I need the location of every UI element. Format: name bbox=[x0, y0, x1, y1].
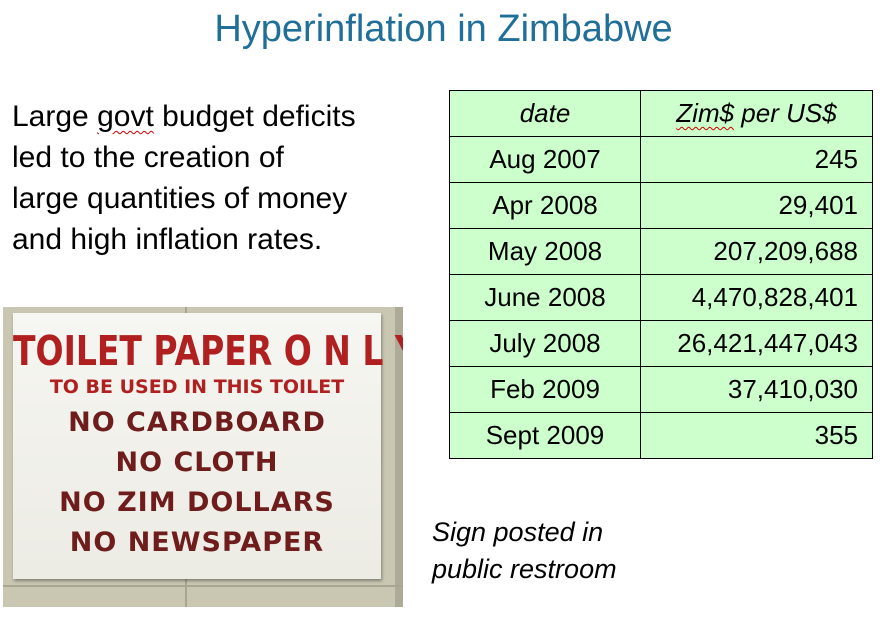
cell-rate: 4,470,828,401 bbox=[640, 274, 873, 321]
wall-tile-line bbox=[3, 585, 403, 587]
table-row: Feb 2009 37,410,030 bbox=[449, 366, 873, 413]
body-line-1-end: budget deficits bbox=[153, 100, 356, 133]
sign-paper: TOILET PAPER O N L Y TO BE USED IN THIS … bbox=[13, 313, 403, 579]
spellcheck-word-zim: Zim$ bbox=[676, 98, 735, 128]
body-text: Large govt budget deficits led to the cr… bbox=[12, 96, 412, 260]
body-line-4: and high inflation rates. bbox=[12, 223, 323, 256]
cell-date: Sept 2009 bbox=[449, 412, 641, 459]
caption-line-1: Sign posted in bbox=[432, 517, 604, 547]
sign-photo: TOILET PAPER O N L Y TO BE USED IN THIS … bbox=[3, 307, 403, 607]
cell-rate: 207,209,688 bbox=[640, 228, 873, 275]
exchange-rate-table: date Zim$ per US$ Aug 2007 245 Apr 2008 29,… bbox=[449, 90, 873, 459]
cell-date: Feb 2009 bbox=[449, 366, 641, 413]
body-line-1: Large govt budget deficits bbox=[12, 96, 412, 137]
table-header-row: date Zim$ per US$ bbox=[449, 90, 873, 137]
caption-line-2: public restroom bbox=[432, 554, 617, 584]
cell-rate: 245 bbox=[640, 136, 873, 183]
table-row: May 2008 207,209,688 bbox=[449, 228, 873, 275]
cell-date: July 2008 bbox=[449, 320, 641, 367]
sign-line-6: NO NEWSPAPER bbox=[69, 527, 325, 558]
cell-rate: 29,401 bbox=[640, 182, 873, 229]
cell-date: Aug 2007 bbox=[449, 136, 641, 183]
slide-title: Hyperinflation in Zimbabwe bbox=[214, 8, 673, 50]
header-rate-rest: per US$ bbox=[734, 98, 837, 128]
spellcheck-word-govt: govt bbox=[97, 100, 154, 133]
cell-rate: 37,410,030 bbox=[640, 366, 873, 413]
sign-line-2: TO BE USED IN THIS TOILET bbox=[49, 376, 345, 398]
sign-line-4: NO CLOTH bbox=[115, 447, 279, 478]
photo-caption: Sign posted in public restroom bbox=[432, 514, 692, 588]
header-rate: Zim$ per US$ bbox=[640, 90, 873, 137]
cell-rate: 355 bbox=[640, 412, 873, 459]
table-row: Aug 2007 245 bbox=[449, 136, 873, 183]
sign-line-5: NO ZIM DOLLARS bbox=[59, 487, 335, 518]
sign-line-1: TOILET PAPER O N L Y bbox=[13, 326, 403, 375]
table-row: Sept 2009 355 bbox=[449, 412, 873, 459]
header-date: date bbox=[449, 90, 641, 137]
cell-date: Apr 2008 bbox=[449, 182, 641, 229]
table-row: Apr 2008 29,401 bbox=[449, 182, 873, 229]
body-line-1-start: Large bbox=[12, 100, 98, 133]
table-row: July 2008 26,421,447,043 bbox=[449, 320, 873, 367]
cell-date: May 2008 bbox=[449, 228, 641, 275]
sign-line-3: NO CARDBOARD bbox=[68, 407, 326, 438]
body-line-2: led to the creation of bbox=[12, 141, 284, 174]
cell-rate: 26,421,447,043 bbox=[640, 320, 873, 367]
table-row: June 2008 4,470,828,401 bbox=[449, 274, 873, 321]
cell-date: June 2008 bbox=[449, 274, 641, 321]
body-line-3: large quantities of money bbox=[12, 182, 348, 215]
